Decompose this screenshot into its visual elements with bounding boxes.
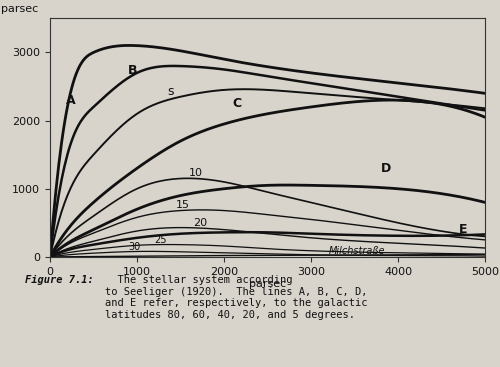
Text: Milchstraße: Milchstraße <box>328 246 385 256</box>
Text: D: D <box>380 162 391 175</box>
Text: Figure 7.1:: Figure 7.1: <box>25 275 94 285</box>
Text: E: E <box>459 223 468 236</box>
Text: A: A <box>66 94 76 106</box>
Text: C: C <box>232 97 242 110</box>
Text: 30: 30 <box>128 242 140 252</box>
Text: 25: 25 <box>154 235 167 244</box>
Text: 15: 15 <box>176 200 190 210</box>
Text: 20: 20 <box>194 218 207 228</box>
Text: 10: 10 <box>189 168 203 178</box>
Text: B: B <box>128 64 138 77</box>
Y-axis label: parsec: parsec <box>1 4 38 14</box>
X-axis label: parsec: parsec <box>249 279 286 290</box>
Text: s: s <box>168 85 174 98</box>
Text: The stellar system according
to Seeliger (1920).  The lines A, B, C, D,
and E re: The stellar system according to Seeliger… <box>105 275 368 320</box>
